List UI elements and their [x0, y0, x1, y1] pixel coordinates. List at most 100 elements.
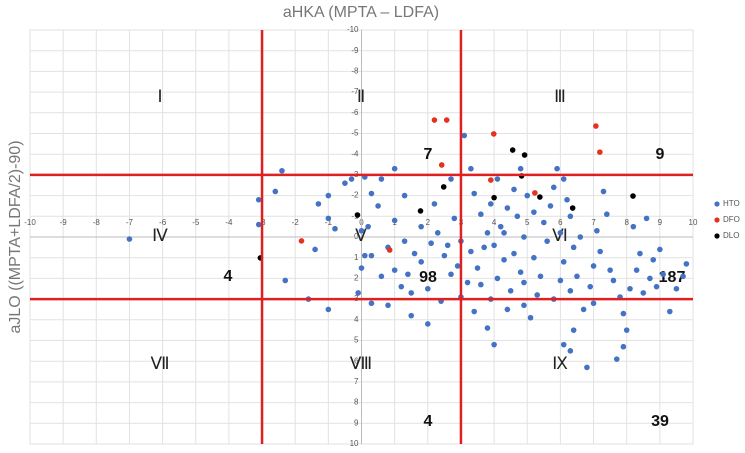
point: [478, 211, 484, 218]
point: [440, 184, 447, 190]
point: [623, 327, 630, 333]
y-tick-label: -2: [351, 191, 359, 200]
point: [567, 213, 574, 220]
point: [673, 285, 680, 292]
y-tick-label: 6: [354, 356, 359, 365]
point: [425, 285, 431, 292]
point: [255, 196, 262, 203]
point: [560, 341, 567, 348]
point: [597, 248, 603, 255]
x-tick-label: -10: [24, 218, 36, 227]
zone-label: Ⅸ: [552, 354, 568, 373]
point: [378, 176, 385, 182]
point: [497, 223, 504, 230]
point: [325, 215, 332, 222]
point: [408, 312, 415, 319]
point: [478, 281, 484, 288]
x-tick-label: 10: [689, 218, 698, 227]
count-label: 98: [419, 269, 437, 286]
point: [315, 201, 322, 207]
count-label: 4: [424, 413, 433, 430]
count-label: 39: [651, 413, 669, 430]
zone-label: Ⅶ: [150, 354, 169, 373]
zone-label: Ⅲ: [554, 87, 566, 106]
point: [574, 273, 580, 280]
point: [451, 215, 458, 222]
point: [507, 288, 514, 294]
point: [491, 242, 497, 249]
point: [643, 215, 650, 222]
legend-label: DFO: [723, 215, 740, 224]
point: [312, 246, 318, 253]
point: [468, 165, 474, 172]
x-tick-label: -5: [192, 218, 200, 227]
count-label: 9: [656, 146, 665, 163]
point: [378, 273, 385, 280]
x-tick-label: -4: [225, 218, 233, 227]
point: [282, 277, 289, 284]
x-tick-label: 5: [525, 218, 530, 227]
point: [325, 192, 332, 199]
point: [554, 165, 560, 172]
point: [509, 147, 516, 153]
y-tick-label: 9: [354, 418, 359, 427]
point: [567, 348, 574, 354]
point: [620, 310, 627, 317]
point: [541, 219, 547, 226]
point: [484, 325, 491, 331]
point: [408, 290, 415, 296]
point: [593, 123, 599, 129]
x-tick-label: 8: [624, 218, 629, 227]
point: [391, 267, 398, 273]
point: [391, 165, 398, 172]
point: [524, 192, 531, 199]
point: [332, 225, 338, 232]
y-tick-label: -8: [351, 67, 359, 76]
point: [521, 152, 528, 158]
point: [448, 176, 454, 182]
point: [434, 230, 441, 236]
point: [537, 194, 543, 200]
point: [657, 246, 663, 253]
point: [487, 201, 494, 207]
legend-label: HTO: [723, 199, 740, 208]
point: [471, 308, 478, 315]
point: [298, 238, 305, 244]
point: [391, 217, 398, 224]
point: [354, 212, 361, 218]
point: [517, 165, 524, 172]
point: [537, 273, 544, 280]
point: [666, 308, 673, 315]
point: [567, 288, 574, 294]
point: [348, 176, 355, 182]
point: [401, 238, 408, 244]
point: [590, 263, 597, 269]
point: [454, 263, 461, 269]
point: [362, 252, 368, 259]
point: [425, 321, 431, 327]
y-tick-label: 7: [354, 377, 359, 386]
point: [647, 275, 653, 282]
point: [474, 265, 481, 271]
y-tick-label: 4: [354, 315, 359, 324]
point: [597, 149, 603, 155]
point: [627, 285, 633, 292]
point: [342, 180, 348, 186]
point: [468, 248, 474, 255]
point: [547, 203, 554, 209]
point: [481, 244, 487, 251]
point: [557, 230, 564, 236]
point: [590, 300, 597, 307]
point: [660, 271, 666, 278]
point: [418, 223, 424, 230]
point: [441, 252, 448, 259]
point: [272, 188, 279, 195]
point: [633, 267, 640, 273]
point: [580, 306, 587, 313]
point: [501, 256, 507, 263]
point: [448, 271, 454, 278]
x-tick-label: 4: [492, 218, 497, 227]
x-tick-label: -7: [126, 218, 134, 227]
point: [613, 356, 620, 362]
y-tick-label: -6: [351, 108, 359, 117]
